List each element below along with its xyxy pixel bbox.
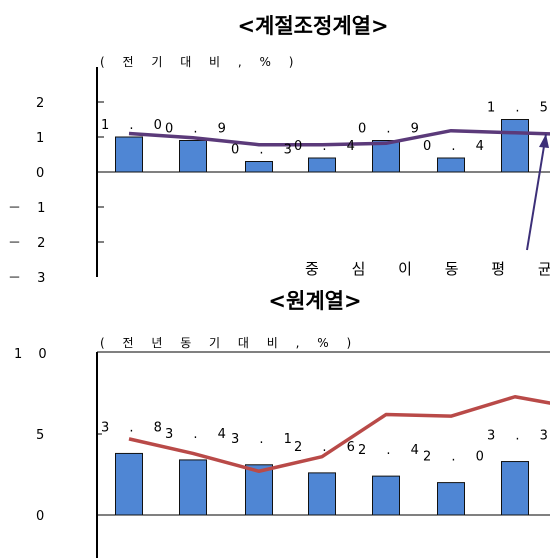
chart1-y-tick-label: 1 xyxy=(36,131,50,146)
chart1-bar xyxy=(308,157,336,173)
chart1-bar xyxy=(115,136,143,173)
chart2-bar xyxy=(308,472,336,516)
chart1-data-label: 0 . 9 xyxy=(165,122,234,137)
chart1-moving-average-line xyxy=(128,128,550,147)
chart1-annotation-arrowhead xyxy=(539,134,549,148)
chart2-data-label: 2 . 0 xyxy=(423,450,492,465)
chart2-y-tick-label: 0 xyxy=(36,509,50,524)
chart1-data-label: 1 . 0 xyxy=(101,118,170,133)
chart2-bar xyxy=(179,459,207,516)
chart2-y-tick-label: 1 0 xyxy=(14,347,53,362)
chart1-annotation-arrow xyxy=(526,133,547,251)
chart1-bar xyxy=(372,140,400,173)
chart2-bar xyxy=(115,452,143,516)
chart1-bar xyxy=(179,140,207,173)
chart1-data-label: 1 . 5 xyxy=(487,101,550,116)
chart1-bar xyxy=(437,157,465,173)
chart2-title: <원계열> xyxy=(268,289,361,313)
chart1-data-label: 0 . 3 xyxy=(231,143,300,158)
chart2-data-label: 2 . 4 xyxy=(358,443,427,458)
chart1-y-tick-label: － 1 xyxy=(8,201,51,216)
chart2-data-label: 3 . 4 xyxy=(165,427,234,442)
chart1-data-label: 0 . 4 xyxy=(423,139,492,154)
chart1-y-tick-label: － 2 xyxy=(8,236,51,251)
chart2-data-label: 3 . 3 xyxy=(487,429,550,444)
chart1-data-label: 0 . 9 xyxy=(358,122,427,137)
chart2-bar xyxy=(437,482,465,516)
chart1-data-label: 0 . 4 xyxy=(294,139,363,154)
chart1-bar xyxy=(245,161,273,173)
chart2-bar xyxy=(245,464,273,516)
chart1-annotation: 중 심 이 동 평 균 xyxy=(305,260,550,278)
chart2-moving-average-line xyxy=(128,394,550,474)
chart1-unit-label: ( 전 기 대 비 , % ) xyxy=(100,55,300,69)
chart2-bar xyxy=(372,475,400,516)
chart1-bar xyxy=(501,119,529,173)
chart2-y-tick-label: 5 xyxy=(36,428,50,443)
chart1-y-tick-label: 0 xyxy=(36,166,50,181)
chart1-title: <계절조정계열> xyxy=(237,14,388,38)
chart2-data-label: 2 . 6 xyxy=(294,440,363,455)
chart1-y-tick-label: 2 xyxy=(36,96,50,111)
chart2-data-label: 3 . 8 xyxy=(101,420,170,435)
chart2-data-label: 3 . 1 xyxy=(231,432,300,447)
chart2-bar xyxy=(501,461,529,516)
chart1-y-tick-label: － 3 xyxy=(8,271,51,286)
chart2-unit-label: ( 전 년 동 기 대 비 , % ) xyxy=(100,336,358,350)
